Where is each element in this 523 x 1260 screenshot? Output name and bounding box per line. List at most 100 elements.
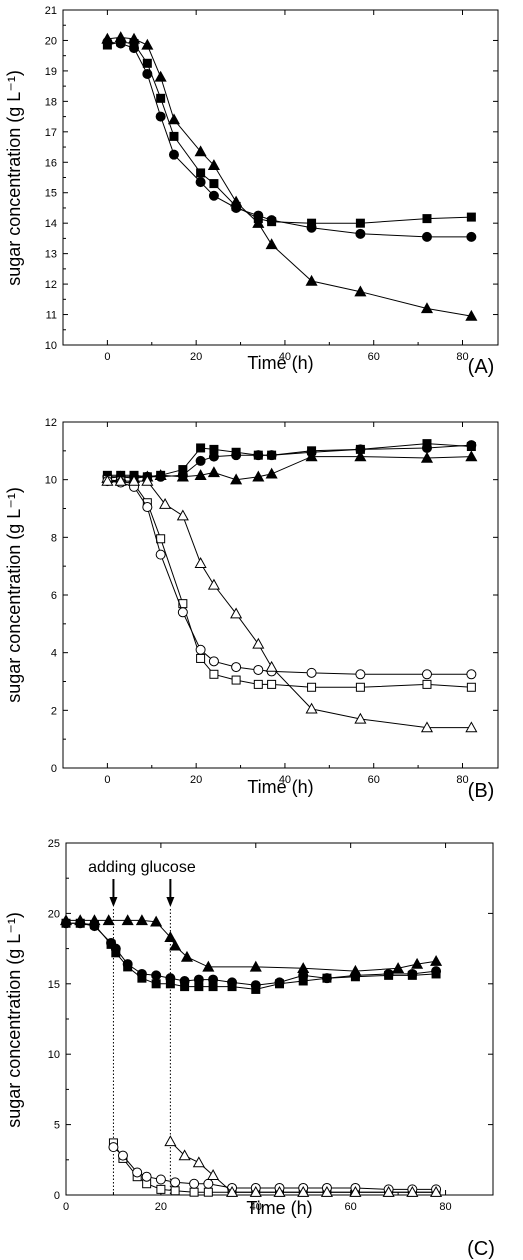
circle-marker: [195, 644, 206, 655]
y-tick-label: 13: [45, 249, 57, 261]
square-marker: [156, 1184, 166, 1194]
x-tick-label: 0: [63, 1201, 69, 1213]
triangle-marker: [192, 1156, 205, 1168]
triangle-marker: [74, 914, 87, 926]
panel-label: (C): [467, 1238, 495, 1260]
square-marker: [209, 179, 219, 189]
circle-marker: [117, 1150, 128, 1161]
x-tick-label: 20: [155, 1201, 167, 1213]
square-marker: [189, 1187, 199, 1197]
triangle-marker: [194, 469, 207, 481]
circle-marker: [179, 975, 190, 986]
square-marker: [209, 669, 219, 679]
x-tick-label: 60: [368, 351, 380, 363]
triangle-marker: [127, 474, 141, 486]
y-tick-label: 10: [48, 1049, 60, 1061]
triangle-marker: [305, 274, 318, 286]
triangle-marker: [252, 470, 265, 482]
triangle-marker: [127, 32, 141, 44]
triangle-marker: [202, 960, 215, 972]
triangle-marker: [164, 1135, 177, 1147]
triangle-marker: [230, 607, 243, 619]
triangle-marker: [226, 1185, 239, 1197]
triangle-marker: [354, 285, 367, 297]
plot-frame: [62, 421, 499, 769]
triangle-marker: [207, 159, 220, 170]
circle-marker: [407, 968, 418, 979]
x-tick-label: 80: [439, 1201, 451, 1213]
circle-marker: [193, 974, 204, 985]
y-tick-label: 21: [45, 5, 57, 17]
triangle-marker: [154, 469, 167, 481]
y-tick-label: 11: [46, 310, 57, 322]
circle-marker: [208, 451, 219, 462]
series-line: [107, 480, 472, 729]
circle-marker: [355, 228, 366, 239]
triangle-marker: [305, 702, 318, 714]
triangle-marker: [252, 637, 265, 649]
square-marker: [196, 168, 206, 178]
x-tick-label: 80: [456, 774, 468, 786]
y-tick-label: 20: [48, 908, 60, 920]
triangle-marker: [194, 145, 207, 157]
y-tick-label: 4: [51, 648, 57, 660]
square-marker: [422, 214, 432, 224]
triangle-marker: [230, 473, 243, 485]
x-axis-title: Time (h): [247, 353, 313, 373]
y-axis-title: sugar concentration (g L⁻¹): [4, 487, 24, 703]
circle-marker: [274, 977, 285, 988]
circle-marker: [141, 1171, 152, 1182]
y-tick-label: 16: [45, 157, 57, 169]
square-marker: [151, 979, 161, 989]
triangle-marker: [176, 470, 189, 482]
triangle-marker: [207, 1169, 220, 1180]
triangle-marker: [159, 497, 172, 509]
triangle-marker: [382, 1185, 395, 1197]
triangle-marker: [354, 450, 367, 462]
series-line: [107, 41, 472, 224]
circle-marker: [208, 974, 219, 985]
triangle-marker: [349, 964, 362, 976]
circle-marker: [151, 970, 162, 981]
triangle-marker: [141, 38, 154, 50]
triangle-marker: [249, 960, 262, 972]
circle-marker: [168, 149, 179, 160]
triangle-marker: [102, 914, 115, 926]
y-tick-label: 6: [51, 590, 57, 602]
y-tick-label: 10: [45, 340, 57, 352]
y-tick-label: 19: [45, 66, 57, 78]
circle-marker: [266, 450, 277, 461]
y-tick-label: 15: [48, 979, 60, 991]
series-line: [107, 479, 472, 688]
triangle-marker: [114, 474, 127, 486]
triangle-marker: [121, 914, 134, 926]
x-tick-label: 0: [104, 774, 110, 786]
triangle-marker: [273, 1185, 286, 1197]
x-axis-title: Time (h): [246, 1198, 312, 1218]
triangle-marker: [141, 474, 154, 486]
triangle-marker: [320, 1185, 333, 1197]
circle-marker: [177, 607, 188, 618]
y-tick-label: 0: [54, 1190, 60, 1202]
x-tick-label: 20: [190, 774, 202, 786]
circle-marker: [266, 215, 277, 226]
triangle-marker: [420, 451, 434, 463]
x-axis-title: Time (h): [247, 777, 313, 797]
circle-marker: [421, 231, 432, 242]
triangle-marker: [265, 660, 278, 672]
x-tick-label: 60: [368, 774, 380, 786]
triangle-marker: [420, 302, 434, 314]
circle-marker: [195, 177, 206, 188]
circle-marker: [142, 68, 153, 79]
square-marker: [196, 653, 206, 663]
y-tick-label: 2: [51, 705, 57, 717]
circle-marker: [253, 450, 264, 461]
circle-marker: [189, 1178, 200, 1189]
chart-panel: 0 20 40 60 80 10 11 12 13 14 15 16 17 18 19 20 21 Time (h…: [4, 5, 499, 378]
circle-marker: [165, 973, 176, 984]
circle-marker: [129, 43, 140, 54]
y-axis-title: sugar concentration (g L⁻¹): [4, 912, 24, 1128]
square-marker: [156, 93, 166, 103]
circle-marker: [155, 1174, 166, 1185]
triangle-marker: [265, 238, 278, 250]
